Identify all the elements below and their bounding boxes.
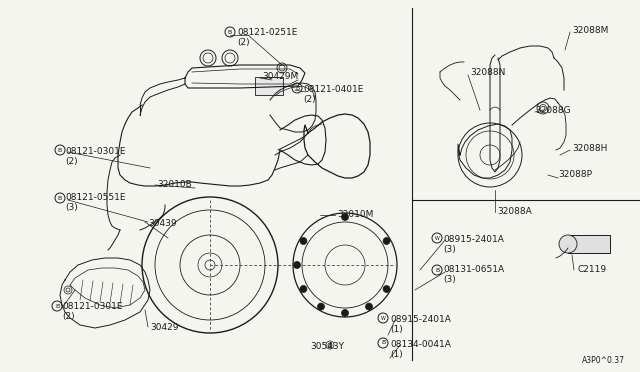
Text: B: B	[435, 267, 439, 273]
Circle shape	[365, 303, 372, 310]
Circle shape	[300, 285, 307, 292]
Text: B: B	[228, 29, 232, 35]
Text: (3): (3)	[443, 275, 456, 284]
FancyBboxPatch shape	[568, 235, 610, 253]
Text: C2119: C2119	[578, 265, 607, 274]
Circle shape	[342, 310, 349, 317]
Text: W: W	[381, 315, 385, 321]
Text: (2): (2)	[65, 157, 77, 166]
Circle shape	[383, 237, 390, 244]
Text: B: B	[55, 304, 59, 308]
Circle shape	[559, 235, 577, 253]
Text: 08131-0651A: 08131-0651A	[443, 265, 504, 274]
Text: (1): (1)	[390, 325, 403, 334]
Text: (2): (2)	[237, 38, 250, 47]
Text: 30429M: 30429M	[262, 72, 298, 81]
Circle shape	[383, 285, 390, 292]
Text: 32088G: 32088G	[535, 106, 571, 115]
Text: 08134-0041A: 08134-0041A	[390, 340, 451, 349]
Text: W: W	[435, 235, 440, 241]
Circle shape	[317, 303, 324, 310]
Text: 08121-0251E: 08121-0251E	[237, 28, 298, 37]
Text: B: B	[58, 196, 62, 201]
Text: (3): (3)	[65, 203, 77, 212]
Text: 30429: 30429	[150, 323, 179, 332]
Text: (2): (2)	[62, 312, 75, 321]
Text: 32010M: 32010M	[337, 210, 373, 219]
Text: 32010B: 32010B	[157, 180, 192, 189]
Text: 08121-0551E: 08121-0551E	[65, 193, 125, 202]
Text: 08121-0401E: 08121-0401E	[303, 85, 364, 94]
Text: 08121-0301E: 08121-0301E	[62, 302, 122, 311]
Text: 32088M: 32088M	[572, 26, 609, 35]
Text: 32088H: 32088H	[572, 144, 607, 153]
Circle shape	[300, 237, 307, 244]
Circle shape	[342, 214, 349, 221]
Text: B: B	[381, 340, 385, 346]
FancyBboxPatch shape	[255, 77, 283, 95]
Text: (3): (3)	[443, 245, 456, 254]
Text: 08121-0301E: 08121-0301E	[65, 147, 125, 156]
Text: 32088N: 32088N	[470, 68, 506, 77]
Text: (1): (1)	[390, 350, 403, 359]
Text: A3P0^0.37: A3P0^0.37	[582, 356, 625, 365]
Text: 32088P: 32088P	[558, 170, 592, 179]
Text: B: B	[295, 86, 299, 90]
Text: 32088A: 32088A	[497, 207, 532, 216]
Text: (2): (2)	[303, 95, 316, 104]
Text: 08915-2401A: 08915-2401A	[390, 315, 451, 324]
Text: 30439: 30439	[148, 219, 177, 228]
Text: B: B	[58, 148, 62, 153]
Circle shape	[294, 262, 301, 269]
Text: 30543Y: 30543Y	[310, 342, 344, 351]
Text: 08915-2401A: 08915-2401A	[443, 235, 504, 244]
